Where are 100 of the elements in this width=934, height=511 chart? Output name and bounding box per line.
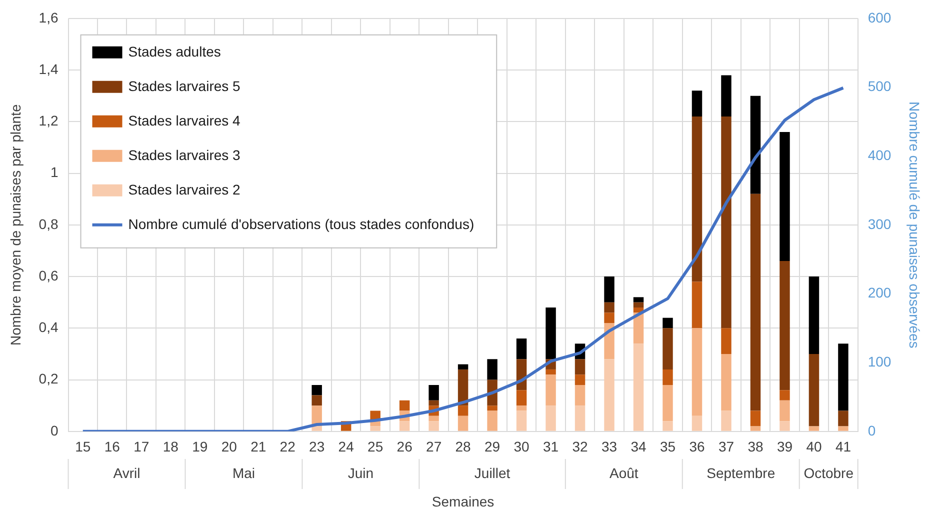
x-tick-label: 22 [280, 438, 296, 455]
bar [487, 410, 498, 431]
bar [721, 75, 732, 116]
y2-tick-label: 100 [868, 353, 892, 370]
text: Août [609, 464, 638, 481]
x-tick-label: 28 [455, 438, 472, 455]
x-tick-label: 30 [514, 438, 530, 455]
bar [662, 369, 673, 385]
bar [516, 338, 527, 360]
text: Septembre [706, 464, 776, 481]
bar [838, 410, 848, 426]
x-axis-title: Semaines [432, 493, 494, 510]
bar [574, 374, 586, 385]
bar [604, 312, 614, 323]
legend-label: Stades larvaires 3 [128, 146, 241, 163]
bar [399, 400, 410, 411]
bar [428, 421, 439, 431]
bar [692, 90, 702, 116]
y2-axis-title: Nombre cumulé de punaises observées [906, 102, 923, 348]
bar [750, 426, 761, 431]
bar [662, 421, 673, 431]
bar [604, 276, 614, 302]
bar [516, 390, 527, 406]
x-tick-label: 18 [162, 438, 179, 455]
legend-label: Stades adultes [128, 43, 221, 60]
x-tick-label: 26 [396, 438, 413, 455]
bar [604, 359, 614, 431]
x-tick-label: 31 [542, 438, 559, 455]
bar [750, 96, 761, 194]
x-tick-label: 34 [630, 438, 647, 455]
legend-label: Stades larvaires 4 [128, 112, 241, 128]
bar [604, 322, 614, 360]
text: Mai [232, 464, 256, 481]
bar [458, 364, 468, 370]
bar [574, 406, 586, 431]
x-tick-label: 41 [835, 438, 852, 455]
bar [516, 406, 527, 411]
bar [487, 359, 498, 380]
x-tick-label: 15 [75, 438, 91, 455]
bar [574, 359, 586, 375]
bar [780, 421, 790, 431]
legend-label: Nombre cumulé d'observations (tous stades confondus) [128, 216, 474, 232]
y2-tick-label: 400 [868, 146, 892, 163]
bar [546, 406, 556, 431]
text: Juin [348, 464, 374, 481]
y-tick-label: 1,2 [38, 112, 58, 129]
bar [399, 421, 410, 431]
x-tick-label: 20 [221, 438, 238, 455]
y-tick-label: 1,4 [38, 60, 58, 77]
bar [721, 354, 732, 411]
x-tick-label: 36 [689, 438, 705, 455]
bar [312, 426, 322, 431]
x-tick-label: 33 [601, 438, 618, 455]
bar [838, 426, 848, 431]
bar [633, 302, 644, 308]
y2-tick-label: 200 [868, 284, 892, 301]
x-tick-label: 37 [718, 438, 734, 455]
bar [428, 400, 439, 406]
bar [662, 328, 673, 370]
y2-tick-label: 600 [868, 9, 892, 26]
x-tick-label: 19 [192, 438, 208, 455]
y-tick-label: 0 [50, 422, 58, 438]
bar [780, 132, 790, 262]
y-tick-label: 0,6 [38, 267, 58, 284]
y-tick-label: 1 [50, 164, 58, 180]
bar [546, 308, 556, 360]
y2-tick-label: 500 [868, 78, 892, 94]
bar [574, 384, 586, 406]
y-tick-label: 1,6 [38, 9, 58, 26]
bar [312, 384, 322, 396]
x-tick-label: 38 [748, 438, 764, 455]
y-tick-label: 0,4 [38, 319, 58, 336]
bar [662, 384, 673, 422]
x-tick-label: 25 [368, 438, 384, 455]
bar [838, 344, 848, 411]
y-tick-label: 0,2 [38, 370, 58, 387]
bar [604, 302, 614, 313]
bar [662, 318, 673, 328]
bar [780, 261, 790, 390]
y-axis-title: Nombre moyen de punaises par plante [7, 104, 24, 346]
x-tick-label: 23 [309, 438, 325, 455]
x-tick-label: 32 [572, 438, 588, 455]
legend-label: Stades larvaires 5 [128, 78, 241, 94]
bar [458, 406, 468, 416]
x-tick-label: 21 [250, 438, 266, 455]
bar [721, 410, 732, 431]
x-tick-label: 16 [104, 438, 120, 455]
bar [692, 416, 702, 431]
x-tick-label: 24 [338, 438, 354, 455]
bar [516, 410, 527, 431]
bar [428, 416, 439, 422]
bar [750, 410, 761, 426]
bar [312, 395, 322, 406]
bar [633, 297, 644, 302]
bar [808, 276, 820, 354]
x-tick-label: 40 [806, 438, 822, 455]
bar [370, 426, 380, 431]
bar [546, 369, 556, 375]
text: Avril [113, 464, 140, 481]
bar [546, 374, 556, 406]
